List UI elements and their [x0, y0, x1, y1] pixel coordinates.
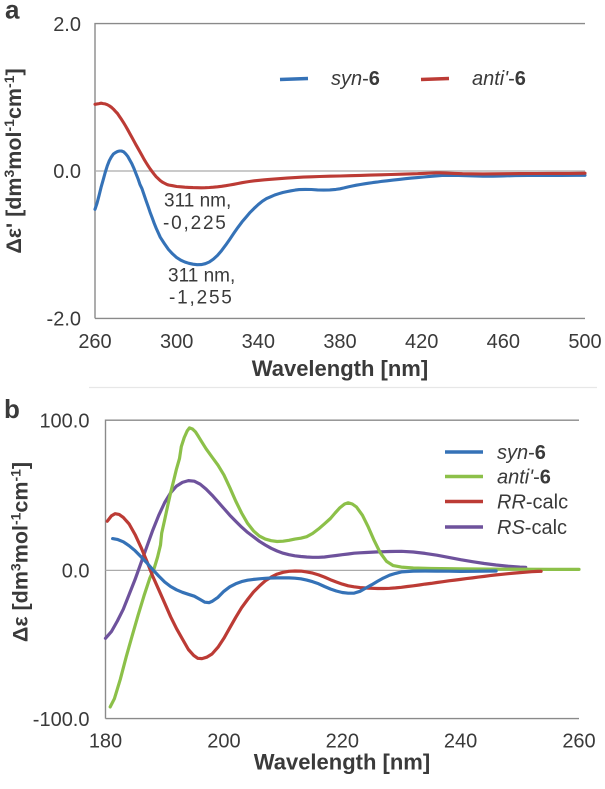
svg-text:311 nm,: 311 nm, [168, 266, 235, 287]
svg-text:Wavelength [nm]: Wavelength [nm] [254, 750, 430, 775]
svg-text:500: 500 [568, 331, 601, 353]
svg-text:Δε [dm3mol-1cm-1]: Δε [dm3mol-1cm-1] [8, 462, 33, 642]
svg-text:340: 340 [242, 331, 275, 353]
svg-text:RR-calc: RR-calc [497, 492, 568, 514]
svg-text:-1,255: -1,255 [169, 288, 234, 309]
svg-text:b: b [4, 394, 20, 424]
svg-text:0.0: 0.0 [53, 161, 81, 183]
svg-text:Wavelength [nm]: Wavelength [nm] [252, 356, 428, 381]
svg-text:-0,225: -0,225 [163, 213, 228, 234]
svg-text:260: 260 [562, 731, 595, 753]
svg-text:-100.0: -100.0 [33, 709, 90, 731]
svg-text:180: 180 [89, 731, 122, 753]
svg-text:anti'-6: anti'-6 [497, 467, 551, 489]
svg-text:100.0: 100.0 [39, 411, 89, 433]
svg-text:200: 200 [207, 731, 240, 753]
svg-text:240: 240 [444, 731, 477, 753]
svg-text:anti'-6: anti'-6 [472, 68, 526, 90]
svg-text:-2.0: -2.0 [47, 308, 81, 330]
svg-text:syn-6: syn-6 [497, 442, 546, 464]
svg-text:311 nm,: 311 nm, [164, 191, 231, 212]
svg-text:RS-calc: RS-calc [497, 517, 567, 539]
svg-text:Δε' [dm3mol-1cm-1]: Δε' [dm3mol-1cm-1] [1, 68, 26, 253]
svg-text:300: 300 [160, 331, 193, 353]
svg-text:420: 420 [405, 331, 438, 353]
svg-text:460: 460 [487, 331, 520, 353]
svg-text:260: 260 [78, 331, 111, 353]
svg-text:a: a [5, 0, 20, 25]
svg-text:380: 380 [323, 331, 356, 353]
svg-text:2.0: 2.0 [53, 14, 81, 36]
svg-text:0.0: 0.0 [62, 561, 90, 583]
svg-text:syn-6: syn-6 [331, 68, 380, 90]
svg-text:220: 220 [326, 731, 359, 753]
